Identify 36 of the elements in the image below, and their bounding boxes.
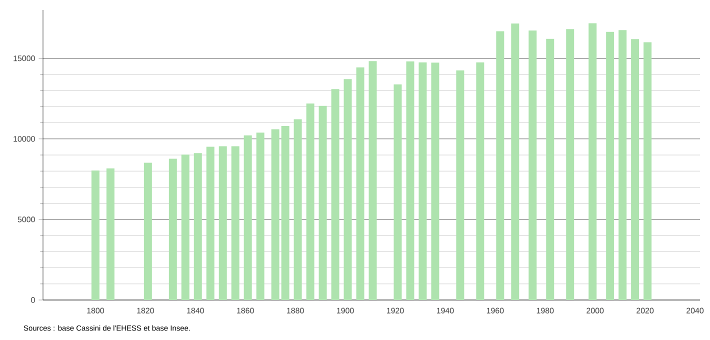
bar: [256, 132, 264, 300]
bar: [218, 146, 227, 300]
bar: [418, 62, 427, 300]
bar: [631, 39, 640, 300]
bar: [231, 146, 240, 300]
bar: [168, 158, 177, 300]
bar: [476, 62, 484, 300]
bar: [144, 162, 152, 300]
bar: [106, 168, 114, 300]
bar: [244, 135, 252, 300]
bar: [456, 70, 464, 300]
bar: [368, 61, 377, 300]
bar: [281, 126, 290, 300]
bar: [618, 30, 627, 300]
bar: [511, 24, 520, 300]
bar: [306, 103, 314, 300]
bar: [271, 129, 280, 300]
bar: [546, 38, 554, 300]
bar: [496, 31, 504, 300]
bar: [528, 30, 537, 300]
bar: [406, 61, 414, 300]
bar: [644, 42, 652, 300]
bar: [606, 32, 614, 300]
bar: [431, 62, 440, 300]
bar: [566, 29, 574, 300]
bar: [194, 153, 202, 300]
bar: [588, 23, 597, 300]
bar: [181, 154, 190, 300]
bar: [206, 146, 214, 300]
bar: [331, 89, 340, 300]
bar: [318, 106, 327, 300]
bar: [394, 84, 402, 300]
bar: [294, 119, 302, 300]
bar: [91, 170, 100, 300]
bar: [344, 79, 352, 300]
bar: [356, 67, 364, 300]
